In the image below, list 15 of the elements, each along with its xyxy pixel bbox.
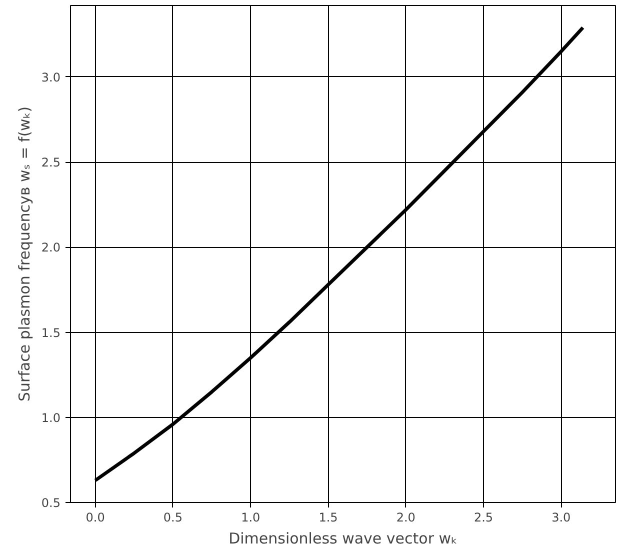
x-tick-label: 1.5 <box>318 510 338 524</box>
x-tick-label: 2.5 <box>474 510 494 524</box>
x-tick-label: 3.0 <box>552 510 571 524</box>
y-axis-title: Surface plasmon frequencyв wₛ = f(wₖ) <box>15 106 34 402</box>
y-tick-label: 3.0 <box>41 70 61 84</box>
y-tick-label: 1.0 <box>41 410 61 425</box>
y-tick-label: 2.0 <box>41 240 61 255</box>
y-tick-label: 0.5 <box>41 496 61 510</box>
x-tick-label: 0.5 <box>163 510 183 524</box>
y-tick-label: 1.5 <box>41 326 61 340</box>
x-tick-label: 1.0 <box>241 510 260 524</box>
y-tick-label: 2.5 <box>41 156 61 170</box>
x-axis-title: Dimensionless wave vector wₖ <box>228 530 458 548</box>
x-tick-label: 2.0 <box>396 510 416 524</box>
x-tick-label: 0.0 <box>86 510 105 524</box>
